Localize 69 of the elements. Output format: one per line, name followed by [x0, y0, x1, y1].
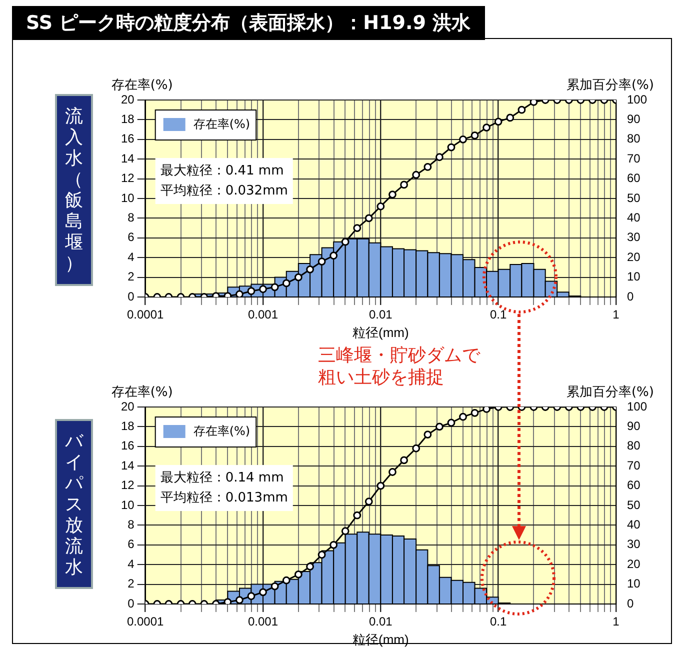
y-tick-label: 12	[120, 171, 135, 186]
y2-tick-label: 60	[626, 478, 641, 492]
y-tick-label: 0	[128, 289, 135, 304]
x-axis-title: 粒径(mm)	[352, 324, 409, 340]
y-tick-label: 10	[120, 498, 135, 512]
y-tick-label: 16	[120, 132, 135, 146]
y2-tick-label: 80	[626, 438, 641, 453]
y-tick-label: 14	[120, 458, 135, 472]
y2-tick-label: 40	[626, 518, 641, 532]
label-box: バイパス放流水	[55, 419, 93, 589]
x-tick-label: 0.01	[368, 308, 393, 322]
y-tick-label: 6	[128, 230, 135, 244]
y2-tick-label: 100	[626, 92, 648, 106]
y-tick-label: 4	[128, 556, 135, 571]
y2-tick-label: 70	[626, 458, 641, 472]
y2-tick-label: 90	[626, 112, 641, 126]
y2-tick-label: 70	[626, 151, 641, 166]
y2-tick-label: 80	[626, 132, 641, 146]
annotation: 最大粒径：0.41 mm	[160, 163, 284, 178]
y-tick-label: 0	[128, 596, 135, 610]
y2-axis-title: 累加百分率(%)	[566, 384, 654, 400]
legend-label: 存在率(%)	[193, 424, 250, 438]
y2-tick-label: 0	[626, 289, 634, 304]
y2-tick-label: 60	[626, 171, 641, 186]
y2-tick-label: 30	[626, 230, 641, 244]
text: 三峰堰・貯砂ダムで粗い土砂を捕捉	[318, 345, 482, 389]
annotation: 平均粒径：0.013mm	[160, 490, 288, 506]
y2-tick-label: 50	[626, 498, 641, 512]
y2-tick-label: 40	[626, 210, 641, 225]
y-tick-label: 16	[120, 438, 135, 453]
y-axis-title: 存在率(%)	[111, 76, 173, 93]
x-tick-label: 0.001	[248, 614, 278, 629]
y-axis-title: 存在率(%)	[111, 384, 173, 400]
y-tick-label: 2	[128, 270, 135, 284]
x-tick-label: 0.01	[368, 614, 393, 629]
x-tick-label: 0.0001	[126, 614, 164, 629]
x-tick-label: 1	[612, 614, 620, 629]
y2-axis-title: 累加百分率(%)	[566, 76, 654, 93]
y-tick-label: 18	[120, 112, 135, 126]
x-tick-label: 0.001	[248, 308, 278, 322]
chart-title: SS ピーク時の粒度分布（表面採水）：H19.9 洪水	[12, 6, 485, 40]
y2-tick-label: 20	[626, 250, 641, 264]
y2-tick-label: 30	[626, 537, 641, 552]
annotation: 最大粒径：0.14 mm	[160, 470, 284, 486]
y-tick-label: 20	[120, 92, 135, 106]
y2-tick-label: 10	[626, 270, 641, 284]
y-tick-label: 8	[128, 210, 135, 225]
x-tick-label: 0.1	[490, 308, 507, 322]
y2-tick-label: 10	[626, 576, 641, 591]
legend-label: 存在率(%)	[193, 117, 250, 132]
y2-tick-label: 100	[626, 399, 648, 414]
y2-tick-label: 0	[626, 596, 634, 610]
y-tick-label: 12	[120, 478, 135, 492]
y2-tick-label: 20	[626, 556, 641, 571]
annotation: 平均粒径：0.032mm	[160, 183, 288, 198]
y-tick-label: 6	[128, 537, 135, 552]
y-tick-label: 20	[120, 399, 135, 414]
x-tick-label: 0.1	[490, 614, 507, 629]
y-tick-label: 14	[120, 151, 135, 166]
y-tick-label: 18	[120, 419, 135, 434]
y-tick-label: 2	[128, 576, 135, 591]
label-box: 流入水（飯島堰）	[55, 94, 93, 286]
y2-tick-label: 90	[626, 419, 641, 434]
y-tick-label: 10	[120, 190, 135, 205]
x-tick-label: 0.0001	[126, 308, 164, 322]
y2-tick-label: 50	[626, 190, 641, 205]
y-tick-label: 8	[128, 518, 135, 532]
x-tick-label: 1	[612, 308, 620, 322]
y-tick-label: 4	[128, 250, 135, 264]
